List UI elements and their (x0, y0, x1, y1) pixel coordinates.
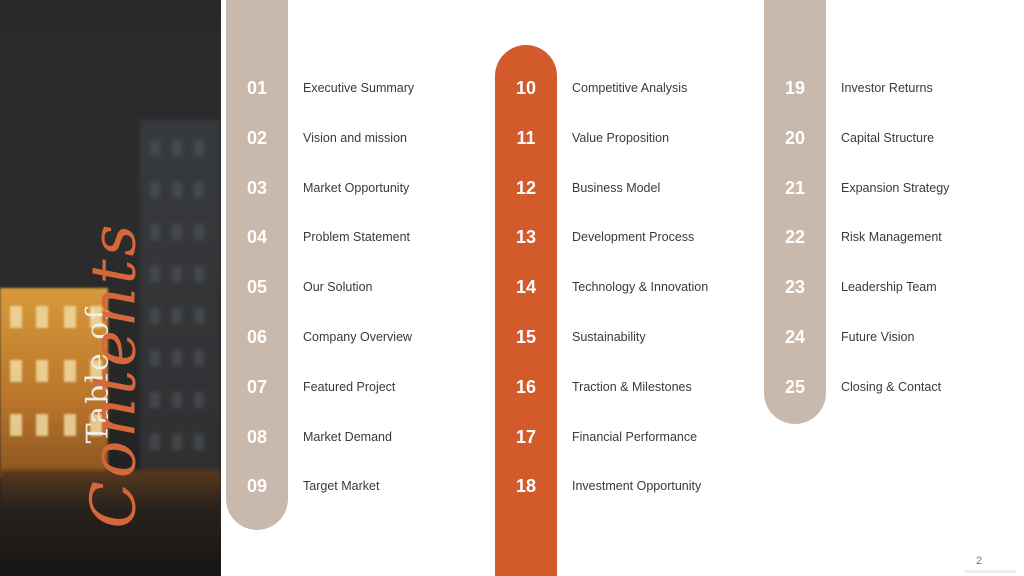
building-window (172, 140, 182, 156)
building-window (194, 308, 204, 324)
toc-item-number: 01 (246, 78, 268, 98)
building-window (194, 224, 204, 240)
toc-item-label[interactable]: Vision and mission (303, 130, 407, 145)
building-window (150, 350, 160, 366)
building-window (90, 414, 102, 436)
toc-item-label[interactable]: Market Demand (303, 429, 392, 444)
building-window (150, 434, 160, 450)
toc-item-label[interactable]: Technology & Innovation (572, 280, 709, 295)
toc-item-label[interactable]: Expansion Strategy (841, 180, 950, 195)
building-window (64, 414, 76, 436)
building-window (150, 182, 160, 198)
building-window (194, 266, 204, 282)
column-2-pill (495, 45, 557, 576)
toc-item-label[interactable]: Target Market (303, 479, 380, 494)
building-window (150, 140, 160, 156)
building-window (194, 434, 204, 450)
column-3-pill (764, 0, 826, 424)
toc-item-number: 09 (246, 476, 268, 497)
toc-item-number: 16 (515, 376, 537, 397)
toc-item-number: 17 (515, 426, 537, 447)
toc-item-number: 05 (246, 277, 268, 298)
building-window (172, 224, 182, 240)
toc-item-number: 06 (246, 327, 268, 347)
toc-item-number: 13 (515, 227, 537, 248)
toc-item-label[interactable]: Investment Opportunity (572, 479, 702, 494)
toc-item-label[interactable]: Traction & Milestones (572, 379, 692, 394)
toc-item-number: 19 (784, 78, 806, 98)
toc-item-label[interactable]: Company Overview (303, 330, 413, 344)
building-window (10, 414, 22, 436)
toc-item-number: 18 (515, 476, 537, 497)
page-number: 2 (976, 555, 983, 567)
building-window (150, 308, 160, 324)
building-window (90, 306, 102, 328)
building-window (10, 306, 22, 328)
column-1-pill (226, 0, 288, 530)
building-window (194, 392, 204, 408)
toc-item-label[interactable]: Capital Structure (841, 130, 935, 145)
foreground-building (0, 288, 108, 478)
page-number-underline (964, 570, 1016, 573)
building-window (36, 360, 48, 382)
title-block: Table of Contents (20, 110, 160, 529)
building-window (172, 392, 182, 408)
toc-item-label[interactable]: Closing & Contact (841, 379, 942, 394)
building-window (194, 182, 204, 198)
building-window (172, 308, 182, 324)
toc-item-number: 11 (516, 127, 536, 148)
toc-item-number: 25 (784, 376, 806, 397)
toc-item-label[interactable]: Featured Project (303, 379, 396, 394)
building-window (150, 392, 160, 408)
toc-item-number: 03 (246, 177, 268, 198)
building-window (172, 434, 182, 450)
ground-reflection (0, 470, 221, 576)
toc-item-number: 04 (246, 227, 268, 248)
toc-item-number: 24 (784, 327, 806, 347)
toc-item-number: 10 (515, 78, 537, 98)
toc-item-label[interactable]: Risk Management (841, 230, 942, 245)
building-window (10, 360, 22, 382)
toc-item-number: 14 (515, 277, 537, 298)
toc-item-number: 08 (246, 426, 268, 447)
toc-item-number: 15 (515, 327, 537, 347)
building-window (64, 360, 76, 382)
building-window (172, 266, 182, 282)
toc-item-label[interactable]: Leadership Team (841, 280, 937, 295)
building-window (36, 306, 48, 328)
building-window (172, 182, 182, 198)
building-window (194, 140, 204, 156)
toc-item-label[interactable]: Our Solution (303, 280, 373, 295)
toc-item-number: 22 (784, 227, 806, 248)
building-window (36, 414, 48, 436)
toc-item-label[interactable]: Market Opportunity (303, 180, 410, 195)
building-window (90, 360, 102, 382)
toc-item-number: 21 (784, 177, 806, 198)
building-window (64, 306, 76, 328)
toc-item-label[interactable]: Business Model (572, 180, 661, 195)
toc-item-label[interactable]: Executive Summary (303, 81, 415, 95)
toc-item-label[interactable]: Future Vision (841, 330, 915, 344)
toc-item-label[interactable]: Problem Statement (303, 230, 410, 245)
toc-item-label[interactable]: Financial Performance (572, 429, 698, 444)
toc-item-label[interactable]: Value Proposition (572, 130, 670, 145)
toc-item-number: 20 (784, 127, 806, 148)
background-building (140, 120, 220, 500)
building-window (172, 350, 182, 366)
title-line-2: Contents (76, 221, 150, 529)
toc-item-number: 07 (246, 376, 268, 397)
cover-photo-panel: Table of Contents (0, 0, 221, 576)
toc-item-label[interactable]: Competitive Analysis (572, 81, 688, 95)
toc-item-label[interactable]: Sustainability (572, 330, 646, 344)
toc-item-number: 02 (246, 127, 268, 148)
toc-item-label[interactable]: Investor Returns (841, 81, 933, 95)
building-window (194, 350, 204, 366)
toc-item-number: 23 (784, 277, 806, 298)
building-window (150, 266, 160, 282)
toc-item-label[interactable]: Development Process (572, 230, 695, 245)
toc-item-number: 12 (515, 177, 537, 198)
building-window (150, 224, 160, 240)
